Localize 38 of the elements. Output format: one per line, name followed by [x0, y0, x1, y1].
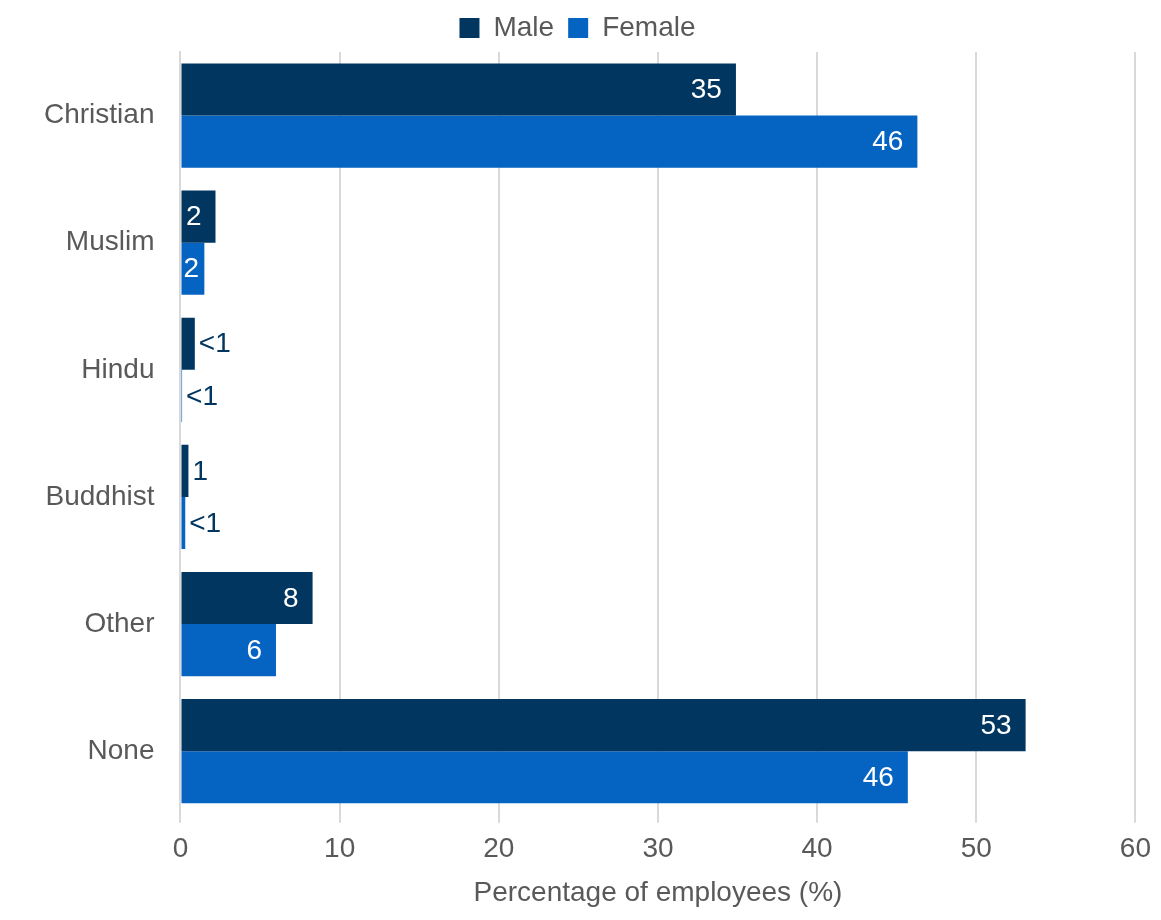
- data-label: <1: [198, 327, 231, 359]
- x-tick-label: 40: [801, 832, 833, 864]
- x-axis-title: Percentage of employees (%): [473, 875, 843, 907]
- data-label: 2: [183, 252, 200, 284]
- bar: [181, 317, 195, 370]
- x-tick-label: 30: [642, 832, 674, 864]
- y-tick-label: None: [87, 733, 155, 765]
- y-tick-label: Hindu: [81, 352, 155, 384]
- data-label: 35: [690, 73, 722, 105]
- x-tick-label: 0: [172, 832, 189, 864]
- data-label: <1: [186, 379, 219, 411]
- data-label: 1: [192, 454, 209, 486]
- y-tick-label: Muslim: [65, 225, 155, 257]
- data-label: 46: [872, 125, 904, 157]
- bar: [181, 444, 189, 497]
- data-label: 8: [283, 581, 299, 613]
- data-label: 46: [862, 761, 894, 793]
- bar: [181, 699, 1026, 752]
- data-label: 6: [246, 633, 262, 665]
- data-label: 53: [980, 708, 1012, 740]
- bar: [181, 190, 216, 243]
- y-tick-label: Other: [84, 606, 155, 638]
- bar: [181, 751, 908, 804]
- bar: [181, 63, 736, 116]
- bar: [181, 624, 276, 677]
- legend-label: Male: [493, 10, 555, 42]
- x-tick-label: 50: [960, 832, 992, 864]
- legend-label: Female: [602, 10, 696, 42]
- bar: [181, 571, 313, 625]
- x-tick-label: 10: [324, 832, 356, 864]
- y-tick-label: Buddhist: [45, 479, 155, 511]
- y-tick-label: Christian: [44, 98, 155, 130]
- bar: [181, 115, 918, 168]
- data-label: <1: [189, 506, 222, 538]
- x-tick-label: 60: [1119, 832, 1152, 864]
- data-label: 2: [185, 200, 202, 232]
- x-tick-label: 20: [483, 832, 515, 864]
- bar: [181, 496, 186, 550]
